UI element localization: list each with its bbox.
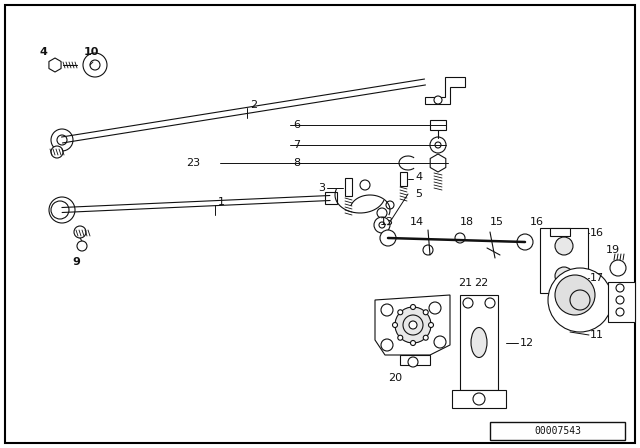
Text: 9: 9 (72, 257, 80, 267)
Polygon shape (460, 295, 498, 390)
Text: 2: 2 (250, 100, 257, 110)
Bar (345, 178, 352, 196)
Text: 1: 1 (218, 197, 225, 207)
Circle shape (380, 230, 396, 246)
Circle shape (616, 296, 624, 304)
Polygon shape (608, 282, 635, 322)
Circle shape (409, 321, 417, 329)
Circle shape (555, 267, 573, 285)
Circle shape (377, 208, 387, 218)
Circle shape (455, 233, 465, 243)
Polygon shape (452, 390, 506, 408)
Circle shape (395, 307, 431, 343)
Text: 14: 14 (410, 217, 424, 227)
Ellipse shape (471, 327, 487, 358)
Text: 4: 4 (415, 172, 422, 182)
Circle shape (51, 146, 63, 158)
Circle shape (381, 304, 393, 316)
Circle shape (616, 308, 624, 316)
Circle shape (616, 284, 624, 292)
Polygon shape (49, 58, 61, 72)
Circle shape (429, 323, 433, 327)
Circle shape (398, 335, 403, 340)
Circle shape (473, 393, 485, 405)
Polygon shape (430, 154, 446, 172)
Circle shape (408, 357, 418, 367)
Text: 19: 19 (606, 245, 620, 255)
Circle shape (74, 226, 86, 238)
Polygon shape (540, 228, 588, 293)
Text: 21: 21 (458, 278, 472, 288)
Circle shape (398, 310, 403, 315)
Text: 18: 18 (460, 217, 474, 227)
Circle shape (555, 275, 595, 315)
Text: 16: 16 (530, 217, 544, 227)
Circle shape (51, 201, 69, 219)
Circle shape (49, 197, 75, 223)
Text: 15: 15 (490, 217, 504, 227)
Bar (550, 228, 570, 236)
Circle shape (429, 302, 441, 314)
Circle shape (410, 305, 415, 310)
Circle shape (83, 53, 107, 77)
Circle shape (434, 336, 446, 348)
Text: 13: 13 (380, 217, 394, 227)
Text: 7: 7 (293, 140, 300, 150)
Circle shape (555, 237, 573, 255)
Circle shape (423, 310, 428, 315)
Circle shape (410, 340, 415, 345)
Text: 22: 22 (474, 278, 488, 288)
Circle shape (463, 298, 473, 308)
Circle shape (51, 129, 73, 151)
Text: 11: 11 (590, 330, 604, 340)
Text: 6: 6 (293, 120, 300, 130)
Circle shape (381, 339, 393, 351)
Polygon shape (400, 355, 430, 365)
Circle shape (77, 241, 87, 251)
Text: 5: 5 (415, 189, 422, 199)
Bar (325, 192, 337, 204)
Circle shape (360, 180, 370, 190)
Bar (490, 422, 625, 440)
Polygon shape (375, 295, 450, 355)
Circle shape (610, 260, 626, 276)
Polygon shape (425, 77, 465, 104)
Circle shape (423, 245, 433, 255)
Text: 10: 10 (84, 47, 99, 57)
Text: 00007543: 00007543 (534, 426, 581, 436)
Circle shape (392, 323, 397, 327)
Text: 4: 4 (40, 47, 48, 57)
Text: 20: 20 (388, 373, 402, 383)
Text: 8: 8 (293, 158, 300, 168)
Bar (400, 172, 407, 186)
Text: 23: 23 (186, 158, 200, 168)
Circle shape (423, 335, 428, 340)
Text: 16: 16 (590, 228, 604, 238)
Circle shape (548, 268, 612, 332)
Circle shape (374, 217, 390, 233)
Circle shape (430, 137, 446, 153)
Bar (430, 120, 446, 130)
Text: 12: 12 (520, 337, 534, 348)
Circle shape (485, 298, 495, 308)
Text: 3: 3 (318, 183, 325, 193)
Circle shape (517, 234, 533, 250)
Circle shape (386, 201, 394, 209)
Circle shape (434, 96, 442, 104)
Text: 17: 17 (590, 273, 604, 283)
